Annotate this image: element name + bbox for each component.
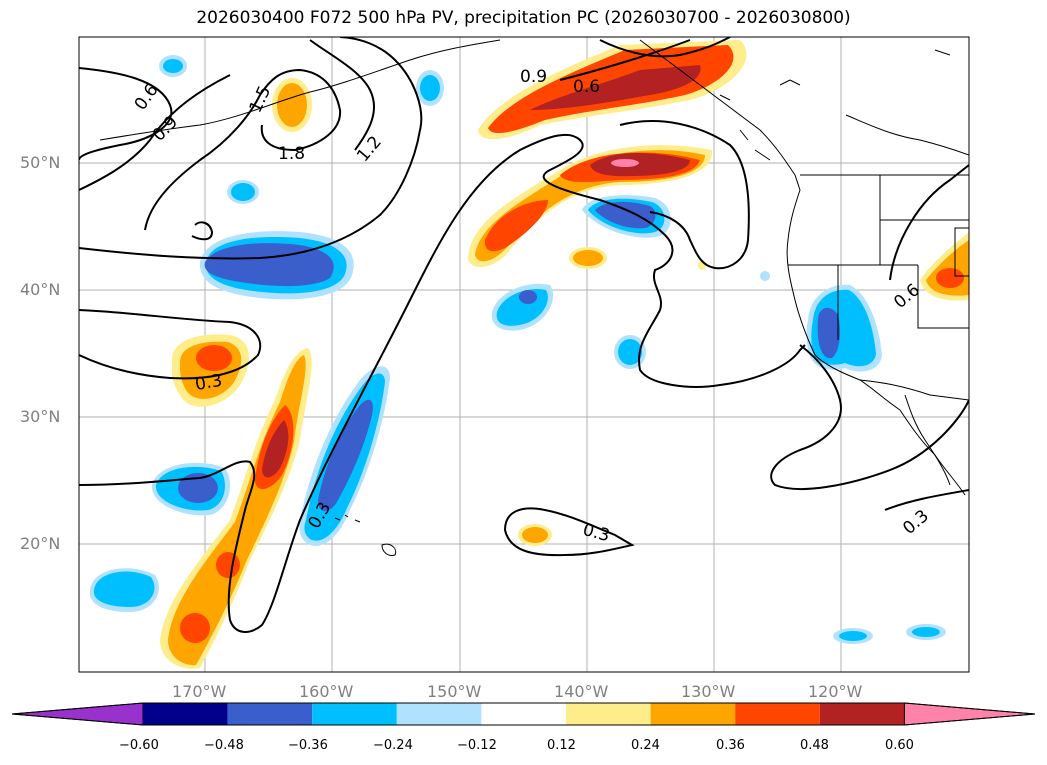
pv-contours: [79, 37, 969, 633]
positive-precip-anomalies: [160, 40, 969, 669]
contour-label: 0.6: [890, 280, 924, 313]
lat-label-20n: 20°N: [20, 534, 61, 553]
colorbar-tick-label: 0.12: [547, 738, 576, 753]
colorbar-tick-label: −0.12: [457, 738, 497, 753]
lon-label-170w: 170°W: [172, 682, 227, 701]
colorbar-tick-label: 0.36: [716, 738, 745, 753]
plot-frame: [78, 36, 970, 673]
contour-label: 0.6: [131, 81, 163, 115]
negative-precip-anomalies: [89, 55, 946, 644]
lon-label-130w: 130°W: [681, 682, 736, 701]
contour-label: 0.3: [581, 520, 612, 546]
colorbar-swatch: [819, 703, 905, 725]
colorbar-tick-label: 0.24: [631, 738, 660, 753]
colorbar-swatch: [143, 703, 228, 725]
colorbar-tick-label: −0.60: [119, 738, 159, 753]
lon-label-150w: 150°W: [427, 682, 482, 701]
lat-label-30n: 30°N: [20, 407, 61, 426]
contour-label: 1.8: [278, 144, 305, 164]
contour-label: 0.9: [149, 112, 182, 145]
colorbar-swatch: [227, 703, 313, 725]
colorbar: [11, 702, 1036, 726]
contour-label: 0.3: [194, 371, 224, 395]
colorbar-swatch: [566, 703, 651, 725]
colorbar-swatch-extend-low: [11, 702, 144, 726]
colorbar-tick-label: 0.60: [885, 738, 914, 753]
coastlines: [99, 39, 969, 556]
lat-label-50n: 50°N: [20, 153, 61, 172]
contour-label: 1.2: [353, 132, 386, 166]
lon-label-120w: 120°W: [808, 682, 863, 701]
lat-label-40n: 40°N: [20, 280, 61, 299]
colorbar-swatch: [312, 703, 397, 725]
lon-label-140w: 140°W: [554, 682, 609, 701]
colorbar-swatch: [735, 703, 820, 725]
colorbar-tick-label: −0.48: [204, 738, 244, 753]
contour-label: 0.6: [573, 77, 600, 97]
colorbar-outline: [11, 702, 1036, 726]
contour-label: 0.9: [520, 67, 547, 87]
map-title: 2026030400 F072 500 hPa PV, precipitatio…: [196, 8, 851, 28]
colorbar-tick-label: −0.36: [288, 738, 328, 753]
contour-label: 0.3: [899, 506, 933, 539]
colorbar-swatch: [650, 703, 736, 725]
colorbar-swatch: [481, 703, 566, 725]
colorbar-tick-label: 0.48: [800, 738, 829, 753]
colorbar-swatch: [396, 703, 482, 725]
colorbar-tick-label: −0.24: [373, 738, 413, 753]
colorbar-swatch-extend-high: [903, 702, 1036, 726]
lon-label-160w: 160°W: [299, 682, 354, 701]
